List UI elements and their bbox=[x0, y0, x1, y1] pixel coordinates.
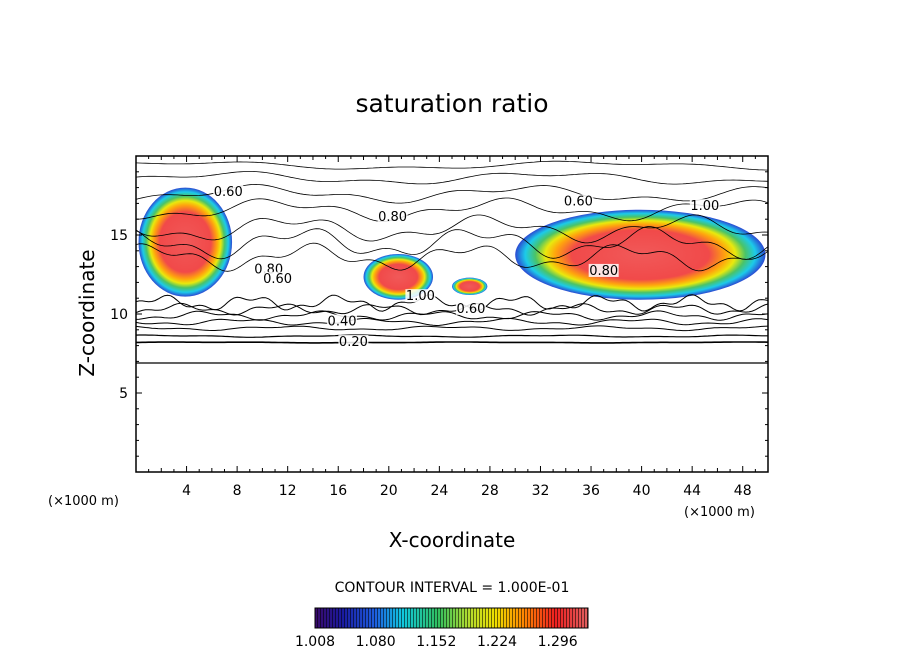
contour-labels: 0.60 0.80 0.60 1.00 0.80 0.60 1.00 0.60 0.40 0.20… bbox=[213, 184, 720, 350]
x-tick-label: 8 bbox=[233, 483, 242, 499]
colorbar-tick-label: 1.008 bbox=[295, 634, 335, 650]
contour-label-bg bbox=[213, 184, 244, 198]
supersaturated-region bbox=[515, 209, 766, 300]
contour-label: 1.00 bbox=[406, 289, 435, 304]
colorbar-tick-label: 1.152 bbox=[416, 634, 456, 650]
x-unit-right: (×1000 m) bbox=[684, 505, 755, 520]
contour-line bbox=[136, 334, 768, 338]
x-tick-label: 32 bbox=[532, 483, 550, 499]
contour-line bbox=[136, 302, 768, 316]
contour-label-bg bbox=[455, 301, 486, 315]
contour-line bbox=[136, 325, 768, 332]
contour-label: 0.60 bbox=[214, 185, 243, 200]
contour-label: 1.00 bbox=[690, 199, 719, 214]
contour-label: 0.20 bbox=[339, 335, 368, 350]
x-tick-label: 24 bbox=[430, 483, 448, 499]
filled-regions bbox=[138, 187, 766, 300]
contour-line bbox=[136, 171, 768, 185]
supersaturated-region bbox=[363, 253, 434, 300]
contour-interval-text: CONTOUR INTERVAL = 1.000E-01 bbox=[335, 580, 570, 596]
colorbar-tick-label: 1.224 bbox=[477, 634, 517, 650]
x-tick-label: 20 bbox=[380, 483, 398, 499]
contour-label: 0.60 bbox=[564, 194, 593, 209]
contour-label-bg bbox=[405, 289, 436, 303]
contour-line bbox=[136, 197, 768, 222]
contour-label-bg bbox=[338, 335, 369, 349]
contour-line bbox=[136, 317, 768, 327]
contour-line bbox=[136, 160, 768, 171]
x-tick-label: 28 bbox=[481, 483, 499, 499]
colorbar-tick-labels: 1.008 1.080 1.152 1.224 1.296 bbox=[295, 634, 578, 650]
x-tick-label: 40 bbox=[633, 483, 651, 499]
x-tick-label: 16 bbox=[329, 483, 347, 499]
supersaturated-region bbox=[452, 277, 488, 296]
y-tick-label: 15 bbox=[110, 228, 128, 244]
contour-line bbox=[136, 294, 768, 312]
contour-line bbox=[136, 310, 768, 321]
contour-label: 0.60 bbox=[456, 302, 485, 317]
contour-label: 0.80 bbox=[589, 264, 618, 279]
colorbar bbox=[314, 607, 589, 629]
contour-label-bg bbox=[588, 263, 619, 277]
x-tick-label: 36 bbox=[582, 483, 600, 499]
colorbar-tick-label: 1.080 bbox=[356, 634, 396, 650]
x-tick-label: 12 bbox=[279, 483, 297, 499]
x-unit-left: (×1000 m) bbox=[48, 494, 119, 509]
colorbar-tick-label: 1.296 bbox=[538, 634, 578, 650]
contour-line bbox=[136, 226, 768, 260]
contour-line bbox=[136, 242, 768, 272]
contour-label-bg bbox=[327, 314, 358, 328]
contour-label-bg bbox=[563, 194, 594, 208]
plot-area bbox=[136, 160, 768, 364]
x-tick-label: 4 bbox=[182, 483, 191, 499]
contour-lines bbox=[136, 160, 768, 364]
chart-title: saturation ratio bbox=[355, 89, 548, 118]
x-axis-label: X-coordinate bbox=[389, 528, 516, 552]
contour-label: 0.60 bbox=[263, 272, 292, 287]
y-tick-label: 10 bbox=[110, 307, 128, 323]
contour-line bbox=[136, 341, 768, 344]
y-tick-label: 5 bbox=[119, 386, 128, 402]
contour-line bbox=[136, 214, 768, 244]
contour-label-bg bbox=[377, 210, 408, 224]
colorbar-bands bbox=[315, 608, 588, 628]
contour-label: 0.40 bbox=[328, 314, 357, 329]
y-axis-label: Z-coordinate bbox=[75, 249, 99, 376]
contour-label-bg bbox=[262, 271, 293, 285]
contour-label: 0.80 bbox=[378, 210, 407, 225]
contour-label-bg bbox=[689, 199, 720, 213]
x-tick-label: 44 bbox=[683, 483, 701, 499]
x-tick-label: 48 bbox=[734, 483, 752, 499]
